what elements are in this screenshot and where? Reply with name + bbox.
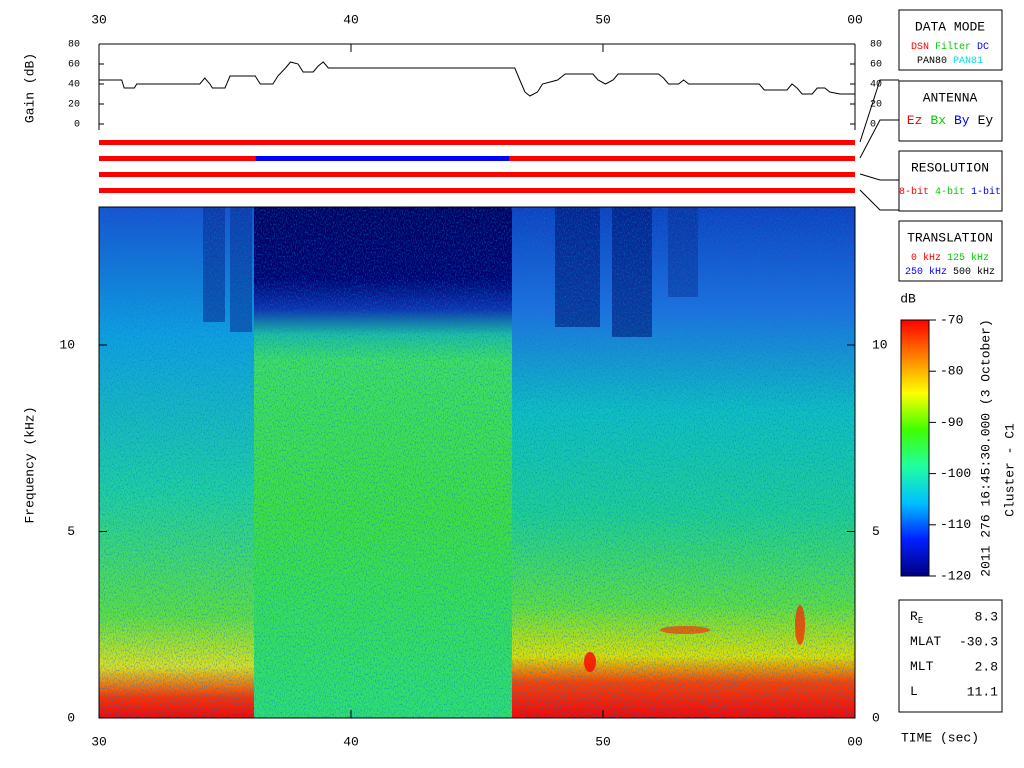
y-tick-label: 80 <box>68 40 80 51</box>
x-tick-label: 50 <box>595 734 611 749</box>
y-tick-label: 20 <box>68 100 80 111</box>
legend-item: 8-bit <box>899 186 929 198</box>
x-tick-label: 00 <box>847 12 863 27</box>
legend-item: Ez <box>907 113 923 128</box>
y-tick-label-right: 60 <box>870 60 882 71</box>
legend-row: Ez Bx By Ey <box>907 113 994 128</box>
legend-item: 500 kHz <box>953 266 995 278</box>
legend-item: DSN <box>911 42 929 53</box>
gain-line <box>99 61 855 97</box>
orbit-label: L <box>910 684 918 699</box>
x-tick-label: 40 <box>343 12 359 27</box>
legend-panel-title: RESOLUTION <box>911 160 989 175</box>
status-segment <box>509 156 855 161</box>
y-tick-label-right: 5 <box>872 524 880 539</box>
y-tick-label-right: 80 <box>870 40 882 51</box>
legend-item: Filter <box>935 41 971 53</box>
legend-panel <box>898 80 1003 142</box>
colorbar-tick-label: -100 <box>940 466 971 481</box>
legend-panel <box>898 9 1003 71</box>
legend-row: PAN80 PAN81 <box>917 56 983 67</box>
colorbar-tick-label: -120 <box>940 568 971 583</box>
orbit-value: 2.8 <box>975 659 998 674</box>
legend-row: 250 kHz 500 kHz <box>905 266 995 278</box>
legend-item: Bx <box>930 113 946 128</box>
status-segment <box>99 156 256 161</box>
spectrogram-image <box>99 207 855 718</box>
status-segment <box>99 172 855 177</box>
legend-row: 0 kHz 125 kHz <box>911 252 989 264</box>
orbit-value: -30.3 <box>959 634 998 649</box>
caption-date: 2011 276 16:45:30.000 (3 October) <box>978 319 993 576</box>
y-tick-label-right: 40 <box>870 80 882 91</box>
legend-item: 4-bit <box>935 186 965 198</box>
legend-item: 1-bit <box>971 186 1001 198</box>
y-tick-label: 40 <box>68 80 80 91</box>
y-tick-label-right: 20 <box>870 100 882 111</box>
orbit-label-sub: E <box>918 616 923 626</box>
colorbar-label: dB <box>900 291 916 306</box>
gain-axis-label: Gain (dB) <box>22 53 37 123</box>
colorbar-tick-label: -80 <box>940 364 963 379</box>
colorbar-tick-label: -90 <box>940 415 963 430</box>
spectrogram-frame <box>98 206 856 719</box>
connectors <box>859 79 899 211</box>
legend-panel <box>898 150 1003 212</box>
orbit-label-text: L <box>910 684 918 699</box>
legend-panel-title: ANTENNA <box>923 90 978 105</box>
caption-spacecraft: Cluster - C1 <box>1002 423 1017 517</box>
y-tick-label: 5 <box>67 524 75 539</box>
orbit-label: RE <box>910 609 923 626</box>
x-tick-label: 30 <box>91 734 107 749</box>
orbit-value: 8.3 <box>975 609 998 624</box>
y-tick-label: 60 <box>68 60 80 71</box>
x-tick-label: 50 <box>595 12 611 27</box>
x-tick-label: 30 <box>91 12 107 27</box>
x-tick-label: 40 <box>343 734 359 749</box>
legend-item: 125 kHz <box>947 252 989 264</box>
legend-item: 250 kHz <box>905 266 947 278</box>
legend-panel-title: DATA MODE <box>915 19 985 34</box>
y-tick-label-right: 0 <box>872 710 880 725</box>
legend-item: 0 kHz <box>911 252 941 264</box>
y-tick-label-right: 0 <box>870 120 876 131</box>
y-tick-label: 0 <box>67 710 75 725</box>
orbit-label-text: MLT <box>910 659 934 674</box>
freq-axis-label: Frequency (kHz) <box>22 406 37 523</box>
legend-row: 8-bit 4-bit 1-bit <box>899 186 1001 198</box>
y-tick-label-right: 10 <box>872 337 888 352</box>
orbit-label: MLT <box>910 659 934 674</box>
y-tick-label: 10 <box>59 337 75 352</box>
orbit-value: 11.1 <box>967 684 998 699</box>
colorbar <box>900 319 930 577</box>
legend-row: DSN Filter DC <box>911 41 989 53</box>
orbit-label-text: R <box>910 609 918 624</box>
legend-item: Ey <box>978 113 994 128</box>
y-tick-label: 0 <box>74 120 80 131</box>
time-axis-label: TIME (sec) <box>901 730 979 745</box>
orbit-box <box>898 599 1003 713</box>
orbit-label-text: MLAT <box>910 634 941 649</box>
colorbar-tick-label: -70 <box>940 312 963 327</box>
colorbar-tick-label: -110 <box>940 517 971 532</box>
x-tick-label: 00 <box>847 734 863 749</box>
legend-panel <box>898 220 1003 282</box>
legend-panel-title: TRANSLATION <box>907 230 993 245</box>
status-segment <box>99 140 855 145</box>
status-segment <box>255 156 510 161</box>
legend-item: PAN81 <box>953 56 983 67</box>
legend-item: DC <box>977 42 989 53</box>
status-segment <box>99 188 855 193</box>
legend-item: PAN80 <box>917 56 947 67</box>
legend-item: By <box>954 113 970 128</box>
orbit-label: MLAT <box>910 634 941 649</box>
